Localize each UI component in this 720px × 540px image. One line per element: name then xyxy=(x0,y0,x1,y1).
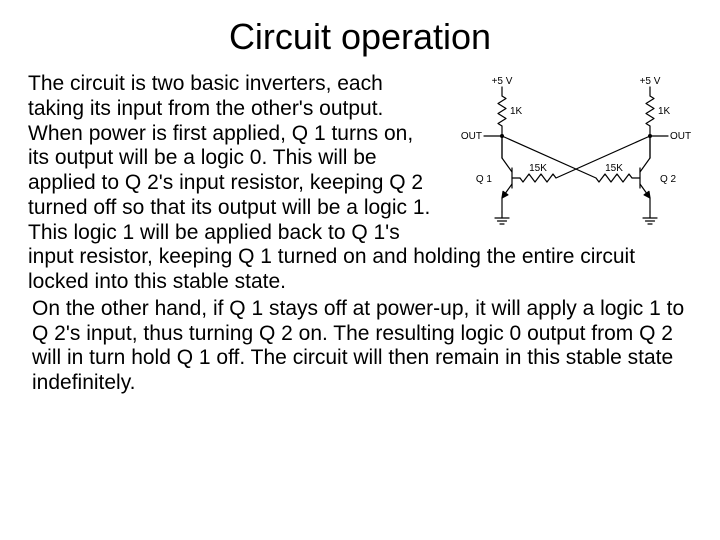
svg-text:OUT: OUT xyxy=(670,131,691,142)
svg-text:1K: 1K xyxy=(510,106,523,117)
svg-text:15K: 15K xyxy=(605,163,623,174)
svg-text:Q 2: Q 2 xyxy=(660,174,677,185)
svg-text:1K: 1K xyxy=(658,106,671,117)
circuit-svg: +5 V +5 V 1K 1K OUT OUT Q 1 Q 2 15K 15K xyxy=(440,74,692,226)
svg-text:Q 1: Q 1 xyxy=(476,174,493,185)
svg-text:OUT: OUT xyxy=(461,131,482,142)
page-title: Circuit operation xyxy=(28,16,692,58)
slide-page: Circuit operation +5 V +5 V 1K 1K OUT OUT Q 1 Q… xyxy=(0,0,720,540)
body-content: +5 V+5 V1K1KOUTOUTQ 1Q 215K15K The circu… xyxy=(28,72,692,396)
svg-text:+5 V: +5 V xyxy=(640,76,661,87)
circuit-diagram: +5 V +5 V 1K 1K OUT OUT Q 1 Q 2 15K 15K xyxy=(440,74,692,226)
svg-text:+5 V: +5 V xyxy=(492,76,513,87)
paragraph-2: On the other hand, if Q 1 stays off at p… xyxy=(28,297,692,396)
svg-text:15K: 15K xyxy=(529,163,547,174)
